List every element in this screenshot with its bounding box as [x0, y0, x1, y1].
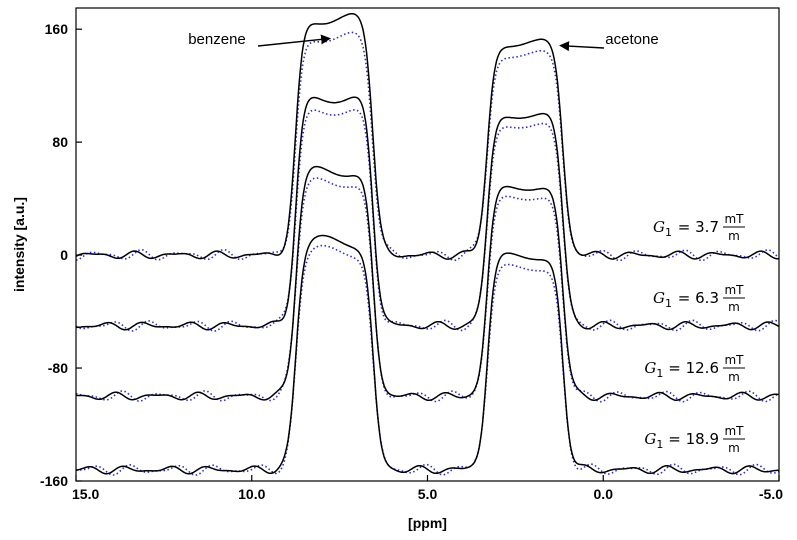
trace-label-2: mT m = 6.3 1G — [653, 283, 745, 314]
gradient-symbol: G — [653, 289, 665, 307]
annotations-layer: benzene acetone — [188, 31, 659, 52]
unit-denominator: m — [728, 229, 740, 243]
x-axis-label: [ppm] — [408, 515, 447, 531]
annotation-arrow-acetone — [559, 41, 605, 52]
unit-numerator: mT — [724, 424, 744, 438]
plot-frame — [75, 7, 780, 482]
unit-numerator: mT — [724, 283, 744, 297]
trace-label-4: mT m = 18.9 1G — [644, 424, 745, 455]
trace-label-3: mT m = 12.6 1G — [644, 353, 745, 384]
gradient-symbol: G — [644, 359, 656, 377]
x-tick-label: 0.0 — [594, 486, 614, 502]
simulated-trace-2 — [75, 109, 780, 332]
unit-numerator: mT — [724, 212, 744, 226]
traces-layer — [75, 12, 780, 476]
y-tick-label: -160 — [40, 473, 68, 489]
simulated-trace-1 — [75, 31, 780, 262]
unit-denominator: m — [728, 300, 740, 314]
gradient-subscript: 1 — [656, 367, 663, 380]
annotation-acetone: acetone — [605, 31, 658, 48]
gradient-value: = 18.9 — [668, 430, 719, 448]
y-tick-label: 0 — [60, 247, 68, 263]
y-tick-label: 80 — [52, 134, 68, 150]
gradient-subscript: 1 — [665, 226, 672, 239]
gradient-value: = 12.6 — [668, 359, 719, 377]
annotation-benzene: benzene — [188, 31, 246, 48]
gradient-symbol: G — [653, 218, 665, 236]
measured-trace-3 — [75, 165, 780, 402]
simulated-trace-4 — [75, 244, 780, 476]
measured-trace-2 — [76, 96, 780, 331]
trace-label-1: mT m = 3.7 1G — [653, 212, 745, 243]
measured-trace-4 — [75, 234, 779, 475]
x-tick-label: 10.0 — [238, 486, 265, 502]
x-tick-label: 15.0 — [72, 486, 99, 502]
unit-denominator: m — [728, 370, 740, 384]
x-tick-label: 5.0 — [418, 486, 438, 502]
gradient-subscript: 1 — [656, 438, 663, 451]
annotation-arrow-benzene — [257, 34, 332, 47]
gradient-value: = 6.3 — [678, 289, 719, 307]
x-axis: 15.0 10.0 5.0 0.0 -5.0 — [72, 475, 783, 502]
gradient-value: = 3.7 — [678, 218, 719, 236]
x-tick-label: -5.0 — [759, 486, 783, 502]
unit-denominator: m — [728, 441, 740, 455]
y-axis: 160 80 0 -80 -160 — [40, 21, 82, 489]
y-tick-label: -80 — [48, 360, 68, 376]
measured-trace-1 — [75, 12, 780, 260]
y-tick-label: 160 — [45, 21, 69, 37]
gradient-subscript: 1 — [665, 297, 672, 310]
unit-numerator: mT — [724, 353, 744, 367]
gradient-symbol: G — [644, 430, 656, 448]
y-axis-label: intensity [a.u.] — [11, 197, 27, 292]
